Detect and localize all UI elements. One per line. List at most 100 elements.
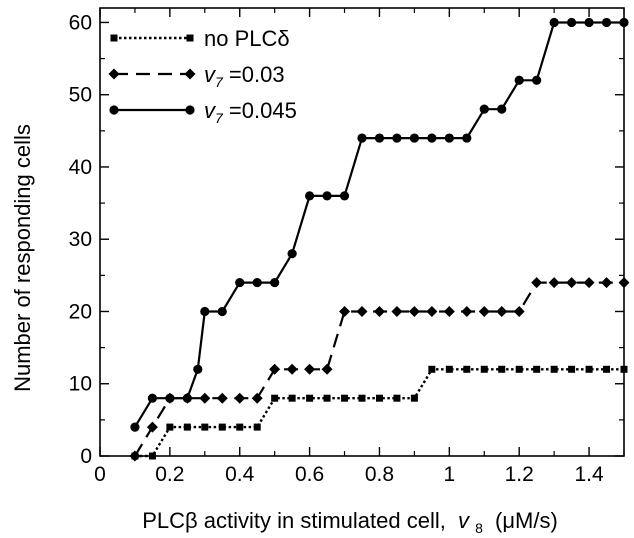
data-point	[286, 363, 298, 375]
x-tick-label: 0.4	[225, 463, 255, 486]
x-tick-label: 1.4	[574, 463, 604, 486]
x-axis-label-unit: (μM/s)	[495, 508, 558, 533]
data-point	[217, 306, 227, 317]
data-point	[462, 133, 472, 143]
data-point	[444, 133, 454, 143]
data-point	[393, 394, 401, 402]
data-point	[357, 133, 367, 143]
y-tick-label: 20	[69, 300, 92, 323]
legend-label-value: =0.03	[223, 62, 285, 87]
data-point	[410, 394, 418, 402]
data-point	[392, 133, 402, 143]
x-tick-label: 0	[94, 463, 106, 486]
data-point	[568, 365, 576, 373]
legend-entry-2: v7 =0.03	[108, 62, 285, 90]
data-point	[358, 394, 366, 402]
data-point	[603, 365, 611, 373]
data-point	[548, 277, 560, 289]
data-point	[566, 277, 578, 289]
data-point	[287, 249, 297, 259]
data-point	[373, 305, 385, 317]
data-point	[306, 394, 314, 402]
data-point	[166, 423, 174, 431]
data-point	[531, 277, 543, 289]
data-point	[110, 34, 118, 42]
data-point	[601, 17, 612, 28]
series-2	[129, 277, 630, 462]
legend-label-var: v	[204, 98, 217, 123]
data-point	[461, 305, 473, 317]
y-tick-label: 0	[80, 445, 92, 468]
data-point	[497, 104, 507, 114]
data-point	[533, 365, 541, 373]
y-tick-label: 40	[69, 156, 92, 179]
legend-label: v7 =0.045	[204, 98, 297, 126]
data-point	[201, 423, 209, 431]
y-axis-label: Number of responding cells	[10, 124, 35, 392]
legend-label-sub: 7	[215, 74, 224, 90]
data-point	[341, 394, 349, 402]
data-point	[234, 392, 246, 404]
data-point	[339, 191, 350, 201]
data-point	[583, 277, 595, 289]
data-point	[443, 305, 455, 317]
data-point	[147, 393, 157, 403]
data-point	[200, 306, 210, 317]
data-point	[513, 305, 525, 317]
data-point	[478, 305, 490, 317]
x-axis-label-sub: 8	[475, 520, 483, 536]
x-axis-label: PLCβ activity in stimulated cell, v 8 (μ…	[142, 508, 558, 538]
data-point	[498, 365, 506, 373]
data-point	[514, 75, 524, 85]
data-point	[216, 392, 228, 404]
data-point	[130, 422, 140, 432]
plot-area	[129, 17, 630, 462]
data-point	[479, 104, 489, 114]
data-point	[252, 277, 262, 288]
data-point	[183, 423, 191, 431]
x-tick-label: 0.8	[365, 463, 394, 486]
x-axis-label-var: v	[458, 508, 471, 533]
data-point	[199, 392, 211, 404]
data-point	[339, 305, 351, 317]
data-point	[323, 394, 331, 402]
data-point	[584, 17, 594, 28]
data-point	[236, 423, 244, 431]
data-point	[408, 305, 420, 317]
data-point	[271, 394, 279, 402]
legend-label: v7 =0.03	[204, 62, 285, 90]
data-point	[426, 305, 438, 317]
data-point	[270, 277, 280, 288]
x-axis-label-text: PLCβ activity in stimulated cell,	[142, 508, 446, 533]
y-tick-label: 60	[69, 11, 92, 34]
data-point	[146, 421, 158, 433]
data-point	[549, 17, 559, 28]
legend-label: no PLCδ	[204, 26, 290, 51]
legend-entry-1: no PLCδ	[110, 26, 290, 51]
data-point	[585, 365, 593, 373]
data-point	[391, 305, 403, 317]
x-tick-label: 1	[443, 463, 455, 486]
y-tick-label: 10	[69, 373, 92, 396]
data-point	[427, 133, 437, 143]
data-point	[218, 423, 226, 431]
data-point	[109, 105, 119, 115]
data-point	[550, 365, 558, 373]
legend-label-text: no PLCδ	[204, 26, 290, 51]
data-point	[601, 277, 613, 289]
data-point	[567, 17, 577, 28]
series-1	[131, 365, 628, 460]
data-point	[428, 365, 436, 373]
data-point	[480, 365, 488, 373]
data-point	[305, 191, 315, 201]
data-point	[193, 364, 203, 374]
legend-label-var: v	[204, 62, 217, 87]
data-point	[186, 34, 194, 42]
x-tick-label: 0.2	[155, 463, 184, 486]
y-tick-label: 50	[69, 84, 92, 107]
data-point	[304, 363, 316, 375]
y-tick-label: 30	[69, 228, 92, 251]
plot-frame	[99, 7, 625, 457]
